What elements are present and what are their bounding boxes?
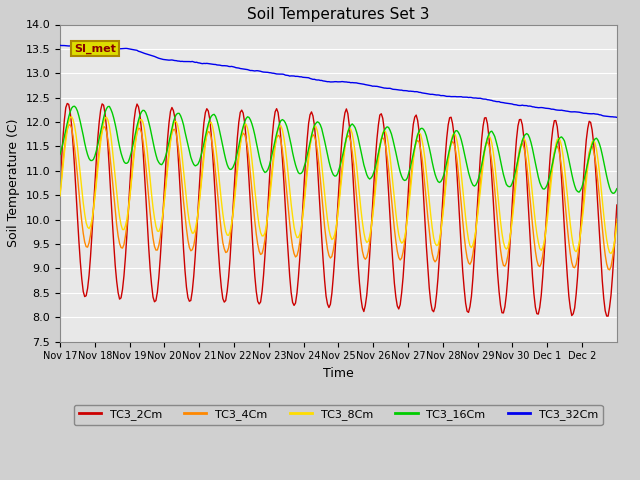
- Legend: TC3_2Cm, TC3_4Cm, TC3_8Cm, TC3_16Cm, TC3_32Cm: TC3_2Cm, TC3_4Cm, TC3_8Cm, TC3_16Cm, TC3…: [74, 405, 603, 425]
- Text: SI_met: SI_met: [74, 44, 116, 54]
- Title: Soil Temperatures Set 3: Soil Temperatures Set 3: [247, 7, 429, 22]
- Y-axis label: Soil Temperature (C): Soil Temperature (C): [7, 119, 20, 247]
- X-axis label: Time: Time: [323, 367, 354, 380]
